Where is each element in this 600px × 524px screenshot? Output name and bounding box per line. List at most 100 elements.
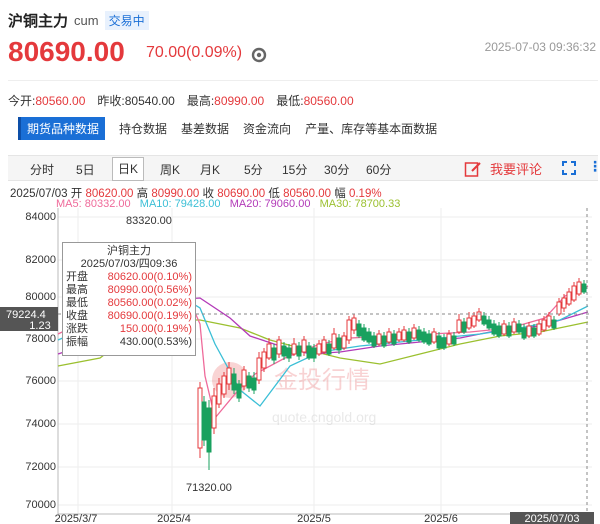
candle-body [411,327,417,339]
candle-body [461,321,467,333]
candle-body [396,331,402,341]
tooltip-row: 最低 80560.00(0.02%) [66,297,192,309]
candle-body [371,335,377,347]
contract-code: cum [74,12,99,28]
cursor-lines [58,208,592,514]
quote-summary: 今开:80560.00 昨收:80540.00 最高:80990.00 最低:8… [8,92,354,109]
tooltip-row: 涨跌 150.00(0.19%) [66,323,192,335]
candle-body [361,327,367,341]
candle-body [541,319,547,331]
x-tick-label: 2025/5 [297,513,331,524]
cursor-price: 79224.4 [6,309,46,321]
candle-body [391,333,397,345]
y-tick-label: 74000 [25,418,56,430]
candle-body [516,323,522,333]
candle-body [441,337,447,349]
candle-body [386,331,392,343]
x-tick-label: 2025/3/7 [55,513,98,524]
data-tabs: 期货品种数据 持仓数据 基差数据 资金流向 产量、库存等基本面数据 [18,116,451,140]
period-5day[interactable]: 5日 [76,163,95,177]
candle-body [486,319,492,329]
open-item: 今开:80560.00 [8,94,86,108]
max-price-label: 83320.00 [126,215,172,227]
candle-body [491,323,497,335]
high-item: 最高:80990.00 [186,94,265,108]
tab-fundamentals[interactable]: 产量、库存等基本面数据 [305,121,438,136]
candle-body [346,319,352,341]
x-axis-labels: 2025/3/7 2025/4 2025/5 2025/6 [55,513,458,524]
candle-body [226,367,232,385]
candle-body [251,377,257,391]
min-price-label: 71320.00 [186,482,232,494]
divider [8,80,598,81]
candle-body [206,407,212,453]
contract-name: 沪铜主力 [8,12,69,30]
x-tick-label: 2025/6 [424,513,458,524]
ohlc-high: 80990.00 [151,188,200,200]
candle-body [506,325,512,337]
price-row: 80690.00 70.00(0.09%) 2025-07-03 09:36:3… [8,36,598,68]
period-15min[interactable]: 15分 [282,163,308,177]
tooltip-title: 沪铜主力 [107,245,151,257]
candle-body [241,369,247,387]
tab-position-data[interactable]: 持仓数据 [119,121,168,136]
period-5min[interactable]: 5分 [244,163,263,177]
candle-body [351,317,357,331]
candle-body [231,373,237,391]
candle-body [546,315,552,327]
cursor-date: 2025/07/03 [524,513,579,524]
tab-basis-data[interactable]: 基差数据 [181,121,230,136]
tooltip-row: 收盘 80690.00(0.19%) [66,310,192,322]
period-timeshare[interactable]: 分时 [30,163,55,177]
period-30min[interactable]: 30分 [324,163,350,177]
candle-body [561,297,567,309]
candle-body [261,351,267,369]
period-60min[interactable]: 60分 [366,163,392,177]
watermark-text: 金投行情 [274,366,370,394]
fullscreen-icon[interactable] [562,161,576,175]
y-tick-label: 80000 [25,291,56,303]
candle-body [266,343,272,359]
candle-body [211,395,217,429]
period-toolbar: 分时 5日 日K 周K 月K 5分 15分 30分 60分 我要评论 ⋮ [8,155,600,181]
candle-body [316,343,322,355]
tab-fund-flow[interactable]: 资金流向 [243,121,292,136]
candle-body [291,343,297,355]
candle-body [581,283,587,293]
candle-body [536,323,542,335]
candle-body [496,325,502,337]
period-daily-k[interactable]: 日K [112,157,145,181]
y-tick-label: 70000 [25,499,56,511]
candle-body [421,331,427,343]
ma20-value: MA20: 79060.00 [229,198,311,210]
candle-body [471,315,477,327]
cursor-price-secondary: 1.23 [29,320,50,332]
open-value: 80560.00 [35,94,86,108]
header-title-row: 沪铜主力 cum 交易中 [8,10,149,30]
more-options-icon[interactable]: ⋮ [588,158,600,174]
low-value: 80560.00 [303,94,354,108]
candle-body [451,335,457,345]
period-monthly-k[interactable]: 月K [200,163,221,177]
y-tick-label: 78000 [25,333,56,345]
prev-close-item: 昨收:80540.00 [97,94,175,108]
period-weekly-k[interactable]: 周K [160,163,181,177]
candle-body [356,323,362,337]
tab-futures-data[interactable]: 期货品种数据 [18,116,106,140]
candle-tooltip: 沪铜主力 2025/07/03/四09:36 开盘 80620.00(0.10%)… [62,242,196,356]
refresh-icon[interactable] [250,46,268,64]
price-change: 70.00(0.09%) [146,44,243,61]
candle-body [406,331,412,343]
quote-datetime: 2025-07-03 09:36:32 [484,40,596,54]
low-item: 最低:80560.00 [276,94,354,108]
candle-body [531,327,537,337]
comment-button[interactable]: 我要评论 [464,159,542,178]
ohlc-close: 80690.00 [217,188,266,200]
candle-body [331,333,337,349]
candle-body [281,345,287,357]
candle-body [436,335,442,349]
candle-body [576,281,582,295]
candle-body [466,317,472,329]
candle-body [201,401,207,441]
y-tick-label: 72000 [25,461,56,473]
